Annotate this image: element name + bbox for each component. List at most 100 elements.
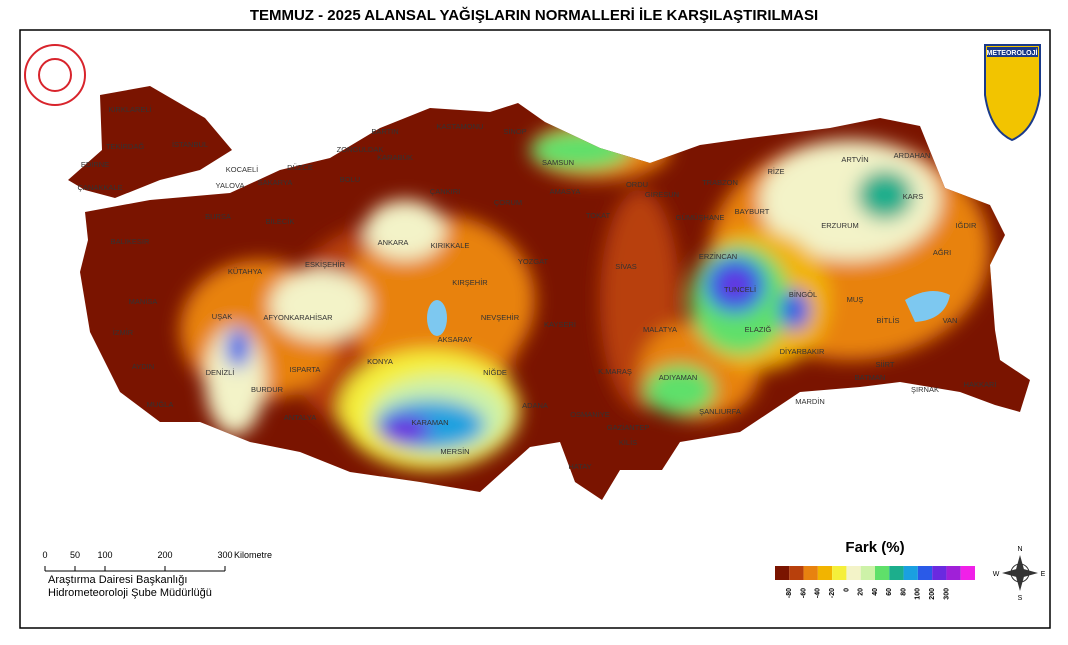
- city-label: KIRŞEHİR: [452, 278, 488, 287]
- city-label: BATMAN: [855, 373, 886, 382]
- van-lake: [905, 291, 950, 322]
- city-label: ŞANLIURFA: [699, 407, 741, 416]
- city-label: HAKKARİ: [964, 380, 997, 389]
- city-labels: KIRKLARELİ EDİRNE TEKİRDAĞ İSTANBUL KOCAELİ S…: [77, 105, 996, 471]
- city-label: BURDUR: [251, 385, 284, 394]
- city-label: ADANA: [522, 401, 548, 410]
- city-label: ERZİNCAN: [699, 252, 737, 261]
- city-label: NEVŞEHİR: [481, 313, 520, 322]
- city-label: AĞRI: [933, 248, 951, 257]
- left-logo: [24, 44, 86, 106]
- city-label: KIRKLARELİ: [108, 105, 151, 114]
- city-label: SİİRT: [875, 360, 894, 369]
- city-label: ÇORUM: [494, 198, 522, 207]
- city-label: ŞIRNAK: [911, 385, 939, 394]
- city-label: KÜTAHYA: [228, 267, 262, 276]
- scale-label: 100: [97, 550, 112, 560]
- city-label: ERZURUM: [821, 221, 859, 230]
- city-label: DİYARBAKIR: [780, 347, 825, 356]
- city-label: BURSA: [205, 212, 231, 221]
- city-label: ARTVİN: [841, 155, 868, 164]
- legend-tick: 200: [929, 588, 936, 600]
- scale-label: 300: [217, 550, 232, 560]
- marmara-sea: [160, 177, 240, 191]
- legend-tick: -60: [800, 588, 807, 598]
- legend-tick: -80: [786, 588, 793, 598]
- city-label: ORDU: [626, 180, 648, 189]
- legend-swatch: [903, 566, 918, 580]
- legend-swatch: [789, 566, 804, 580]
- city-label: BARTIN: [371, 127, 398, 136]
- tuz-lake: [427, 300, 447, 336]
- city-label: İSTANBUL: [172, 140, 208, 149]
- city-label: ANKARA: [378, 238, 409, 247]
- city-label: BALIKESİR: [111, 237, 150, 246]
- map-title: TEMMUZ - 2025 ALANSAL YAĞIŞLARIN NORMALL…: [250, 6, 818, 24]
- legend-tick: 0: [843, 588, 850, 592]
- legend-swatch: [860, 566, 875, 580]
- city-label: MANİSA: [129, 297, 158, 306]
- city-label: KIRIKKALE: [431, 241, 470, 250]
- city-label: TEKİRDAĞ: [106, 142, 145, 151]
- city-label: ZONGULDAK: [337, 145, 384, 154]
- logo-text: METEOROLOJİ: [987, 49, 1038, 57]
- legend-swatch: [803, 566, 818, 580]
- legend-swatch: [946, 566, 961, 580]
- city-label: BİNGÖL: [789, 290, 817, 299]
- frame: [19, 29, 1051, 629]
- city-label: EDİRNE: [81, 160, 109, 169]
- city-label: MUĞLA: [147, 400, 174, 409]
- city-label: MERSİN: [440, 447, 469, 456]
- legend-swatch: [875, 566, 890, 580]
- city-label: ANTALYA: [284, 413, 317, 422]
- legend-tick: 60: [886, 588, 893, 596]
- city-label: BOLU: [340, 175, 360, 184]
- scale-label: 200: [157, 550, 172, 560]
- city-label: KONYA: [367, 357, 393, 366]
- city-label: ADIYAMAN: [659, 373, 698, 382]
- city-label: KOCAELİ: [226, 165, 259, 174]
- city-label: SİVAS: [615, 262, 637, 271]
- city-label: MARDİN: [795, 397, 825, 406]
- city-label: TRABZON: [702, 178, 738, 187]
- scale-label: 50: [70, 550, 80, 560]
- city-label: İZMİR: [113, 328, 134, 337]
- city-label: MALATYA: [643, 325, 677, 334]
- compass-letter: N: [1017, 546, 1022, 553]
- legend: Fark (%) -80 -60 -40 -20 0 20 40 60 80 100 200 300: [775, 539, 975, 600]
- city-label: GÜMÜŞHANE: [676, 213, 725, 222]
- legend-swatch: [817, 566, 833, 580]
- city-label: ELAZIĞ: [745, 325, 772, 334]
- right-logo: METEOROLOJİ: [984, 44, 1041, 142]
- city-label: YOZGAT: [518, 257, 549, 266]
- scale-bar: 0 50 100 200 300 Kilometre Araştırma Dairesi B…: [42, 550, 272, 599]
- scale-unit: Kilometre: [234, 550, 272, 560]
- city-label: KARS: [903, 192, 923, 201]
- scale-label: 0: [42, 550, 47, 560]
- city-label: DÜZCE: [287, 163, 313, 172]
- city-label: VAN: [943, 316, 958, 325]
- legend-tick: 300: [943, 588, 950, 600]
- city-label: GİRESUN: [645, 190, 679, 199]
- credit: Hidrometeoroloji Şube Müdürlüğü: [48, 587, 212, 599]
- city-label: BAYBURT: [735, 207, 770, 216]
- legend-swatch: [775, 566, 790, 580]
- city-label: BİTLİS: [877, 316, 900, 325]
- city-label: AYDIN: [132, 362, 154, 371]
- compass-letter: E: [1041, 571, 1046, 578]
- city-label: OSMANİYE: [570, 410, 610, 419]
- city-label: TOKAT: [586, 211, 611, 220]
- city-label: UŞAK: [212, 312, 232, 321]
- city-label: MUŞ: [847, 295, 864, 304]
- compass-letter: S: [1018, 595, 1023, 602]
- city-label: ESKİŞEHİR: [305, 260, 346, 269]
- legend-tick: -20: [829, 588, 836, 598]
- city-label: BİLECİK: [266, 217, 295, 226]
- city-label: NİĞDE: [483, 368, 507, 377]
- city-label: RİZE: [767, 167, 784, 176]
- city-label: KASTAMONU: [437, 122, 484, 131]
- legend-tick: 100: [915, 588, 922, 600]
- legend-swatch: [846, 566, 861, 580]
- legend-tick: -40: [815, 588, 822, 598]
